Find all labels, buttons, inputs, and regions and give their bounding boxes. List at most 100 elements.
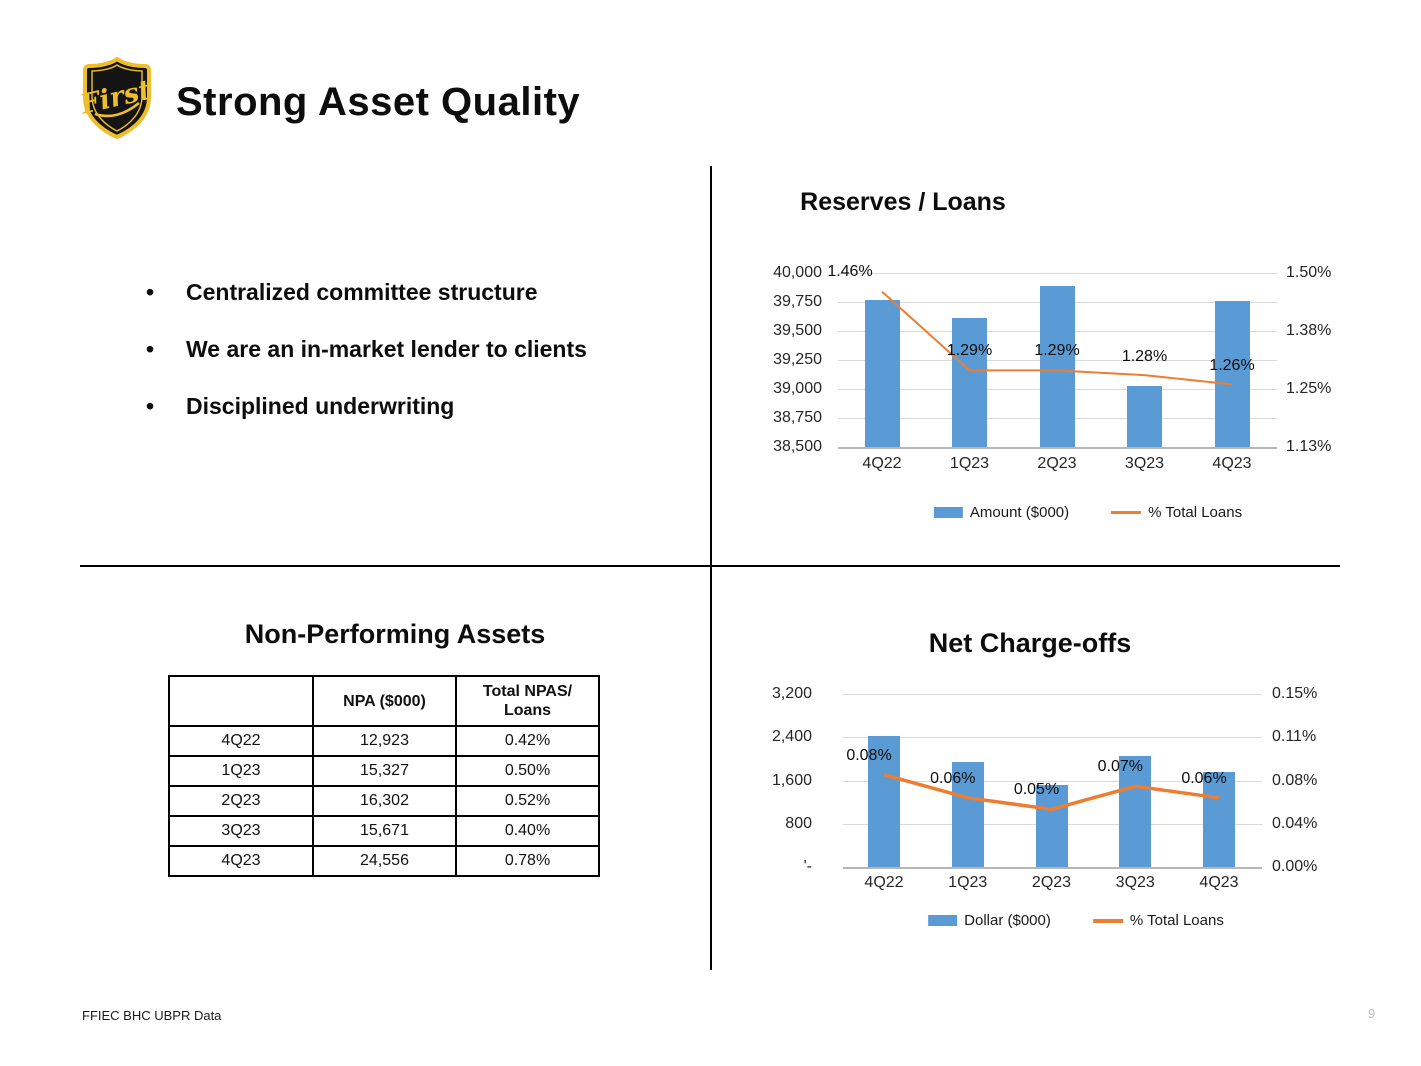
net-chargeoffs-legend: Dollar ($000) % Total Loans: [928, 912, 1224, 929]
y-axis-tick-left: 39,250: [773, 351, 822, 368]
legend-label: % Total Loans: [1148, 504, 1243, 521]
y-axis-tick-left: '-: [803, 858, 812, 875]
bullet-item: We are an in-market lender to clients: [146, 335, 686, 363]
data-label: 1.29%: [946, 342, 993, 360]
cell-ratio: 0.50%: [455, 755, 600, 787]
shield-inner-line: [91, 64, 143, 132]
shield-icon: [83, 57, 151, 139]
x-axis-tick: 3Q23: [1115, 874, 1155, 891]
data-label: 0.06%: [930, 769, 976, 787]
bar-4Q23: [1214, 300, 1250, 447]
table-row: 4Q22 12,923 0.42%: [168, 725, 600, 757]
cell-quarter: 3Q23: [168, 815, 314, 847]
cell-quarter: 1Q23: [168, 755, 314, 787]
table-row: 4Q23 24,556 0.78%: [168, 845, 600, 877]
npa-table: NPA ($000) Total NPAS/ Loans 4Q22 12,923…: [168, 675, 600, 877]
y-axis-tick-left: 38,750: [773, 409, 822, 426]
x-axis-tick: 4Q22: [864, 874, 904, 891]
y-axis-tick-left: 39,750: [773, 293, 822, 310]
chart-title-net-chargeoffs: Net Charge-offs: [928, 628, 1132, 658]
header-npas-loans: Total NPAS/ Loans: [455, 675, 600, 727]
y-axis-tick-left: 800: [785, 814, 812, 832]
bar-2Q23: [1039, 285, 1075, 447]
y-axis-tick-right: 1.25%: [1286, 380, 1332, 397]
cell-npa: 15,671: [312, 815, 457, 847]
y-axis-tick-left: 1,600: [771, 771, 812, 789]
logo-underline-flourish: [94, 101, 140, 118]
x-axis-tick: 4Q22: [862, 455, 902, 472]
y-axis-tick-left: 39,000: [773, 380, 822, 397]
y-axis-tick-right: 0.11%: [1272, 728, 1317, 746]
cell-quarter: 2Q23: [168, 785, 314, 817]
y-axis-tick-right: 0.04%: [1272, 814, 1318, 832]
cell-quarter: 4Q22: [168, 725, 314, 757]
bar-2Q23: [1035, 784, 1068, 867]
page-number: 9: [1368, 1006, 1376, 1021]
legend-label: Amount ($000): [969, 504, 1070, 521]
bullet-item: Centralized committee structure: [146, 278, 686, 306]
gridline: [843, 867, 1262, 869]
legend-label: Dollar ($000): [964, 912, 1051, 929]
gridline: [838, 273, 1277, 274]
x-axis-tick: 1Q23: [949, 455, 990, 472]
data-label: 1.46%: [827, 262, 873, 280]
bar-3Q23: [1127, 385, 1162, 447]
bar-3Q23: [1119, 755, 1152, 867]
header-npa: NPA ($000): [312, 675, 457, 727]
data-label: 0.07%: [1097, 758, 1143, 776]
gridline: [843, 780, 1262, 782]
bar-4Q22: [868, 735, 900, 867]
y-axis-tick-right: 1.13%: [1286, 438, 1332, 455]
gridline: [843, 694, 1262, 695]
vertical-divider: [710, 166, 712, 970]
gridline: [838, 447, 1277, 449]
cell-npa: 15,327: [312, 755, 457, 787]
data-label: 0.08%: [846, 746, 892, 764]
table-row: 2Q23 16,302 0.52%: [168, 785, 600, 817]
cell-npa: 24,556: [312, 845, 457, 877]
gridline: [843, 737, 1262, 739]
x-axis-tick: 2Q23: [1031, 874, 1072, 891]
y-axis-tick-left: 40,000: [773, 264, 822, 281]
legend-item-amount: Amount ($000): [933, 504, 1070, 521]
y-axis-tick-left: 39,500: [773, 322, 822, 339]
table-header-row: NPA ($000) Total NPAS/ Loans: [168, 675, 600, 727]
legend-item-dollar: Dollar ($000): [928, 912, 1051, 929]
bar-1Q23: [951, 761, 984, 867]
y-axis-tick-left: 2,400: [771, 728, 812, 746]
horizontal-divider: [80, 565, 1340, 567]
cell-quarter: 4Q23: [168, 845, 314, 877]
bullet-item: Disciplined underwriting: [146, 392, 686, 420]
line-swatch-icon: [1111, 511, 1142, 514]
cell-npa: 16,302: [312, 785, 457, 817]
table-row: 1Q23 15,327 0.50%: [168, 755, 600, 787]
y-axis-tick-left: 3,200: [771, 685, 812, 702]
page-title: Strong Asset Quality: [176, 80, 581, 124]
data-label: 0.06%: [1181, 769, 1227, 787]
reserves-loans-legend: Amount ($000) % Total Loans: [933, 504, 1242, 521]
x-axis-tick: 4Q23: [1199, 874, 1239, 891]
bar-1Q23: [952, 318, 987, 447]
y-axis-tick-right: 1.50%: [1286, 264, 1332, 281]
bullet-list: Centralized committee structure We are a…: [146, 278, 686, 449]
legend-item-pct-total-loans: % Total Loans: [1111, 504, 1242, 521]
y-axis-tick-left: 38,500: [773, 438, 822, 455]
x-axis-tick: 1Q23: [948, 874, 988, 891]
y-axis-tick-right: 0.08%: [1272, 771, 1318, 789]
header-blank: [168, 675, 314, 727]
y-axis-tick-right: 1.38%: [1286, 322, 1332, 339]
data-label: 0.05%: [1013, 781, 1060, 799]
trend-line: [883, 773, 1220, 812]
trend-line: [881, 290, 1233, 386]
legend-item-pct-total-loans: % Total Loans: [1092, 912, 1224, 929]
bar-4Q23: [1203, 771, 1235, 867]
x-axis-tick: 4Q23: [1212, 455, 1252, 472]
bar-swatch-icon: [933, 507, 963, 518]
cell-ratio: 0.40%: [455, 815, 600, 847]
data-label: 1.28%: [1121, 348, 1168, 366]
cell-npa: 12,923: [312, 725, 457, 757]
data-label: 1.29%: [1034, 342, 1080, 360]
data-label: 1.26%: [1209, 357, 1255, 375]
table-row: 3Q23 15,671 0.40%: [168, 815, 600, 847]
